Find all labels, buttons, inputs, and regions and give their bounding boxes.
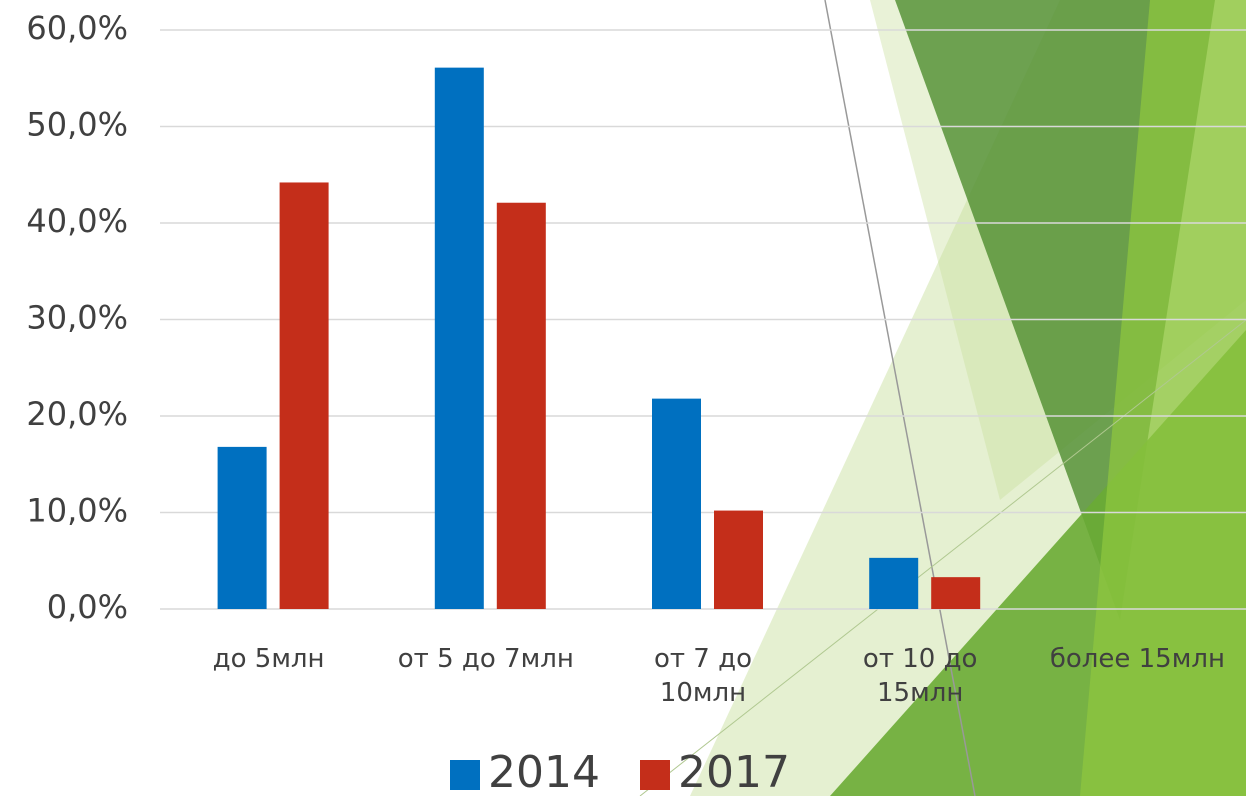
x-tick-label: от 5 до 7млн [391,642,581,676]
x-tick-label: от 10 до 15млн [825,642,1015,710]
bar [652,399,701,609]
page: 0,0% 10,0% 20,0% 30,0% 40,0% 50,0% 60,0% 2014 20… [0,0,1246,796]
y-tick-label: 40,0% [26,202,128,240]
y-tick-label: 30,0% [26,299,128,337]
bar [931,577,980,609]
bar [714,511,763,609]
legend-label: 2017 [678,747,790,796]
y-tick-label: 50,0% [26,106,128,144]
y-tick-label: 10,0% [26,492,128,530]
y-tick-label: 60,0% [26,9,128,47]
bar [435,68,484,609]
x-tick-label: от 7 до 10млн [608,642,798,710]
legend-swatch [640,760,670,790]
bar [280,182,329,609]
y-tick-label: 20,0% [26,395,128,433]
bar [869,558,918,609]
bar [497,203,546,609]
x-tick-label: до 5млн [174,642,364,676]
legend-swatch [450,760,480,790]
bar [218,447,267,609]
y-tick-label: 0,0% [47,588,128,626]
legend-label: 2014 [488,747,600,796]
x-tick-label: более 15млн [1042,642,1232,676]
